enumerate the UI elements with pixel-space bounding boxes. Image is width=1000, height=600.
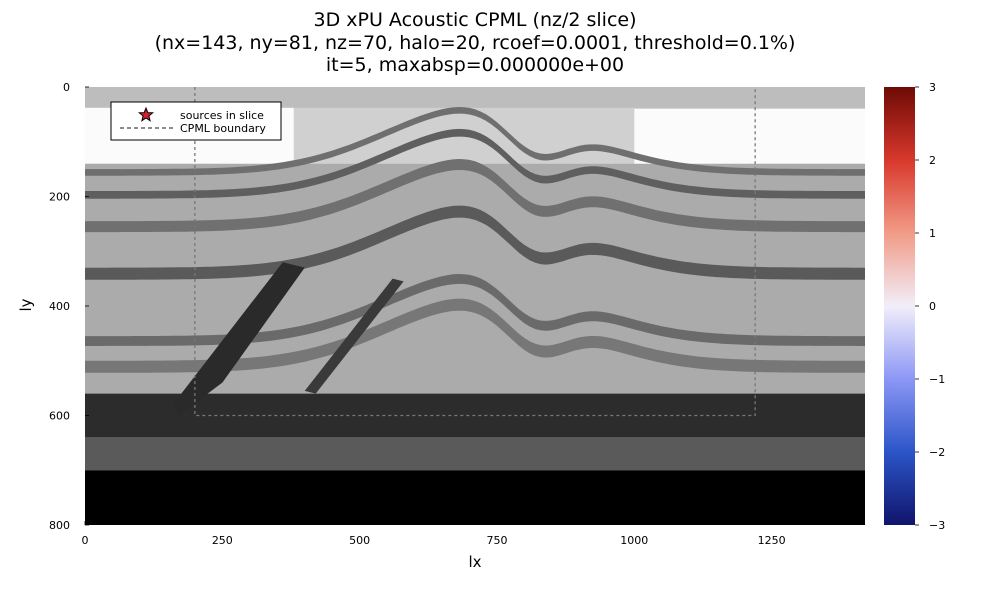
fault-wedge-2: [304, 278, 404, 394]
colorbar-tick-label: 1: [929, 227, 936, 240]
colorbar: [884, 87, 915, 525]
legend-box: [110, 101, 282, 141]
layer-lower-gray: [85, 437, 865, 471]
reflector-band-1: [85, 107, 865, 176]
reflector-band-3: [85, 159, 865, 233]
x-axis-ticks: 0 250 500 750 1000 1250: [82, 521, 786, 547]
colorbar-tick-label: 0: [929, 300, 936, 313]
y-axis-label: ly: [17, 298, 35, 311]
reflector-band-4: [85, 205, 865, 280]
y-tick-label: 600: [49, 410, 70, 423]
legend: sources in slice CPML boundary: [110, 101, 282, 141]
colorbar-tick-label: 3: [929, 81, 936, 94]
cpml-boundary-line: [194, 87, 756, 417]
reflector-band-6: [85, 298, 865, 373]
colorbar-ticks: −3 −2 −1 0 1 2 3: [915, 81, 945, 532]
x-axis-label: lx: [468, 553, 481, 571]
heatmap-plot-area: [85, 87, 865, 525]
chart-title-line-1: 3D xPU Acoustic CPML (nz/2 slice): [314, 9, 637, 31]
y-tick-label: 800: [49, 519, 70, 532]
colorbar-tick-label: 2: [929, 154, 936, 167]
legend-label-cpml: CPML boundary: [180, 122, 266, 135]
y-tick-label: 400: [49, 300, 70, 313]
layer-bottom-black: [85, 470, 865, 525]
y-axis-ticks: 0 200 400 600 800: [49, 81, 89, 532]
x-tick-label: 1000: [620, 534, 648, 547]
star-icon: [137, 106, 155, 122]
x-tick-label: 250: [212, 534, 233, 547]
y-tick-label: 0: [63, 81, 70, 94]
chart-title-line-2: (nx=143, ny=81, nz=70, halo=20, rcoef=0.…: [155, 32, 796, 54]
x-tick-label: 500: [349, 534, 370, 547]
colorbar-tick-label: −3: [929, 519, 945, 532]
x-tick-label: 1250: [758, 534, 786, 547]
legend-label-sources: sources in slice: [180, 109, 264, 122]
y-tick-label: 200: [49, 191, 70, 204]
x-tick-label: 0: [82, 534, 89, 547]
reflector-band-2: [85, 128, 865, 199]
layer-white-right: [634, 108, 865, 164]
colorbar-tick-label: −1: [929, 373, 945, 386]
reflector-band-5: [85, 274, 865, 346]
x-tick-label: 750: [486, 534, 507, 547]
chart-title-line-3: it=5, maxabsp=0.000000e+00: [326, 54, 624, 76]
colorbar-tick-label: −2: [929, 446, 945, 459]
fault-wedge: [172, 262, 305, 416]
